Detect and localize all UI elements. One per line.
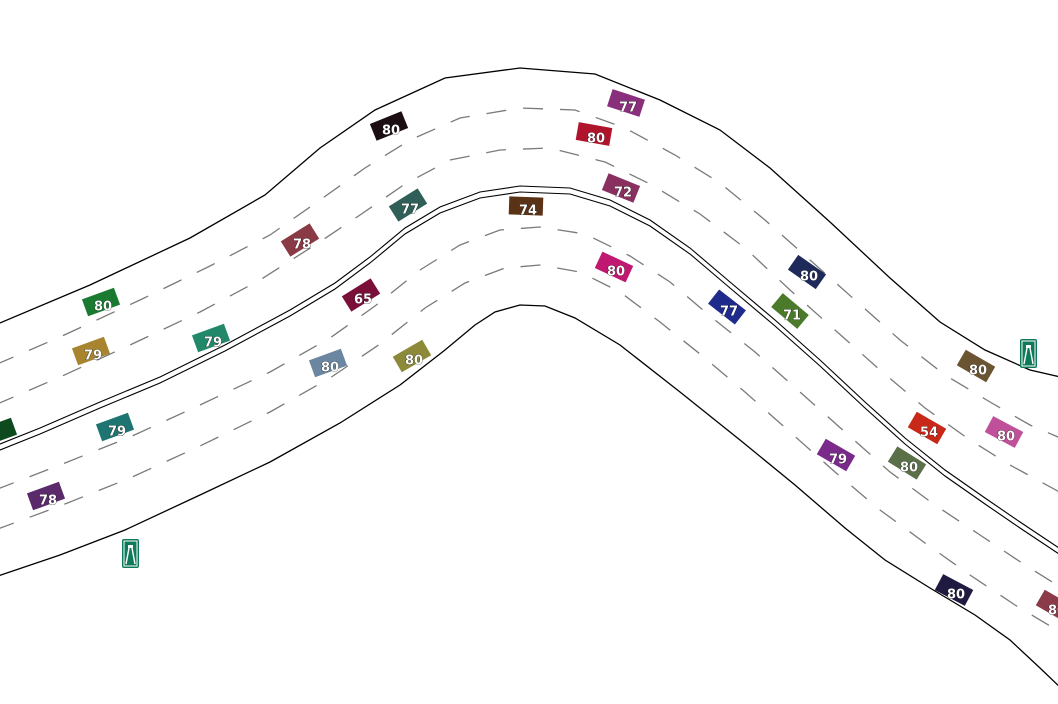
vehicle[interactable]: 80 (392, 339, 432, 373)
vehicle-body (907, 411, 947, 445)
vehicle[interactable]: 79 (816, 438, 856, 472)
vehicle[interactable]: 78 (280, 223, 320, 257)
vehicle-speed-label: 80 (900, 461, 918, 476)
vehicle-body (191, 323, 231, 353)
vehicle-speed-label: 72 (614, 186, 632, 201)
motorway-sign-left (122, 539, 139, 568)
vehicle[interactable]: 77 (708, 289, 746, 325)
vehicle-body (594, 251, 634, 283)
vehicle[interactable]: 54 (907, 411, 947, 445)
vehicle-body (71, 336, 111, 366)
vehicle-speed-label: 71 (783, 309, 801, 324)
vehicle[interactable]: 80 (1035, 589, 1058, 623)
vehicle[interactable]: 72 (601, 173, 641, 203)
vehicle[interactable]: 80 (956, 349, 996, 383)
vehicle[interactable]: 78 (26, 481, 66, 511)
vehicle-body (1035, 589, 1058, 623)
vehicle-speed-label: 79 (204, 336, 222, 351)
vehicle-speed-label: 78 (293, 238, 311, 253)
vehicle-body (887, 446, 927, 480)
vehicle-speed-label: 80 (947, 588, 965, 603)
motorway-sign-right (1020, 339, 1037, 368)
vehicle-body (575, 122, 613, 146)
lane-marking-south-1 (0, 226, 1058, 587)
vehicle-body (508, 196, 544, 216)
vehicle-body (280, 223, 320, 257)
vehicle-speed-label: 80 (607, 265, 625, 280)
lane-marking-north-1 (0, 107, 1058, 438)
vehicle-body (81, 287, 121, 317)
median-line-lower (0, 191, 1058, 554)
vehicle-speed-label: 54 (920, 426, 938, 441)
vehicle-body (607, 89, 645, 117)
vehicle-speed-label: 79 (108, 425, 126, 440)
vehicle-body (601, 173, 641, 203)
vehicle-speed-label: 79 (84, 349, 102, 364)
vehicle-speed-label: 74 (519, 204, 537, 219)
vehicle-speed-label: 80 (587, 132, 605, 147)
vehicle-body (984, 416, 1024, 448)
vehicle-speed-label: 80 (997, 430, 1015, 445)
vehicle[interactable]: 65 (341, 278, 381, 312)
motorway-icon (1023, 345, 1034, 365)
vehicles-layer: 77 80 80 72 77 74 78 80 79 79 65 80 80 77 71 80 80 80 54 80… (0, 89, 1058, 623)
vehicle-body (771, 293, 809, 329)
vehicle[interactable]: 80 (787, 254, 827, 290)
lane-marking-south-2 (0, 264, 1058, 632)
vehicle-body (95, 412, 135, 442)
vehicle[interactable]: 80 (308, 348, 348, 378)
vehicle-body (369, 111, 409, 141)
vehicle[interactable]: 77 (388, 188, 428, 222)
vehicle-speed-label: 80 (321, 361, 339, 376)
vehicle[interactable]: 74 (508, 196, 544, 219)
motorway-icon (125, 545, 136, 565)
median-line-upper (0, 185, 1058, 548)
road-south-edge (0, 304, 1058, 687)
vehicle[interactable]: 71 (771, 293, 809, 329)
vehicle[interactable]: 79 (95, 412, 135, 442)
vehicle[interactable]: 80 (934, 574, 974, 606)
vehicle-body (26, 481, 66, 511)
vehicle-body (341, 278, 381, 312)
vehicle-speed-label: 79 (829, 453, 847, 468)
vehicle-speed-label: 77 (401, 203, 419, 218)
lane-marking-north-2 (0, 147, 1058, 492)
road-north-edge (0, 67, 1058, 378)
vehicle-speed-label: 77 (720, 305, 738, 320)
vehicle-body (0, 417, 18, 447)
vehicle[interactable]: 80 (887, 446, 927, 480)
vehicle-speed-label: 80 (800, 270, 818, 285)
vehicle-speed-label: 80 (405, 354, 423, 369)
vehicle-body (708, 289, 746, 325)
vehicle-body (787, 254, 827, 290)
vehicle[interactable]: 80 (81, 287, 121, 317)
vehicle-body (816, 438, 856, 472)
vehicle-speed-label: 80 (969, 364, 987, 379)
vehicle-speed-label: 80 (1048, 604, 1058, 619)
vehicle[interactable]: 80 (575, 122, 613, 147)
vehicle[interactable]: 79 (191, 323, 231, 353)
vehicle-speed-label: 78 (39, 494, 57, 509)
vehicle[interactable] (0, 417, 18, 447)
vehicle-body (308, 348, 348, 378)
vehicle-speed-label: 77 (619, 101, 637, 116)
vehicle[interactable]: 80 (369, 111, 409, 141)
vehicle-body (392, 339, 432, 373)
vehicle[interactable]: 77 (607, 89, 645, 117)
vehicle[interactable]: 80 (594, 251, 634, 283)
vehicle-speed-label: 80 (94, 300, 112, 315)
vehicle-speed-label: 65 (354, 293, 372, 308)
vehicle-body (934, 574, 974, 606)
vehicle[interactable]: 80 (984, 416, 1024, 448)
vehicle-body (956, 349, 996, 383)
vehicle-speed-label: 80 (382, 124, 400, 139)
vehicle-body (388, 188, 428, 222)
vehicle[interactable]: 79 (71, 336, 111, 366)
